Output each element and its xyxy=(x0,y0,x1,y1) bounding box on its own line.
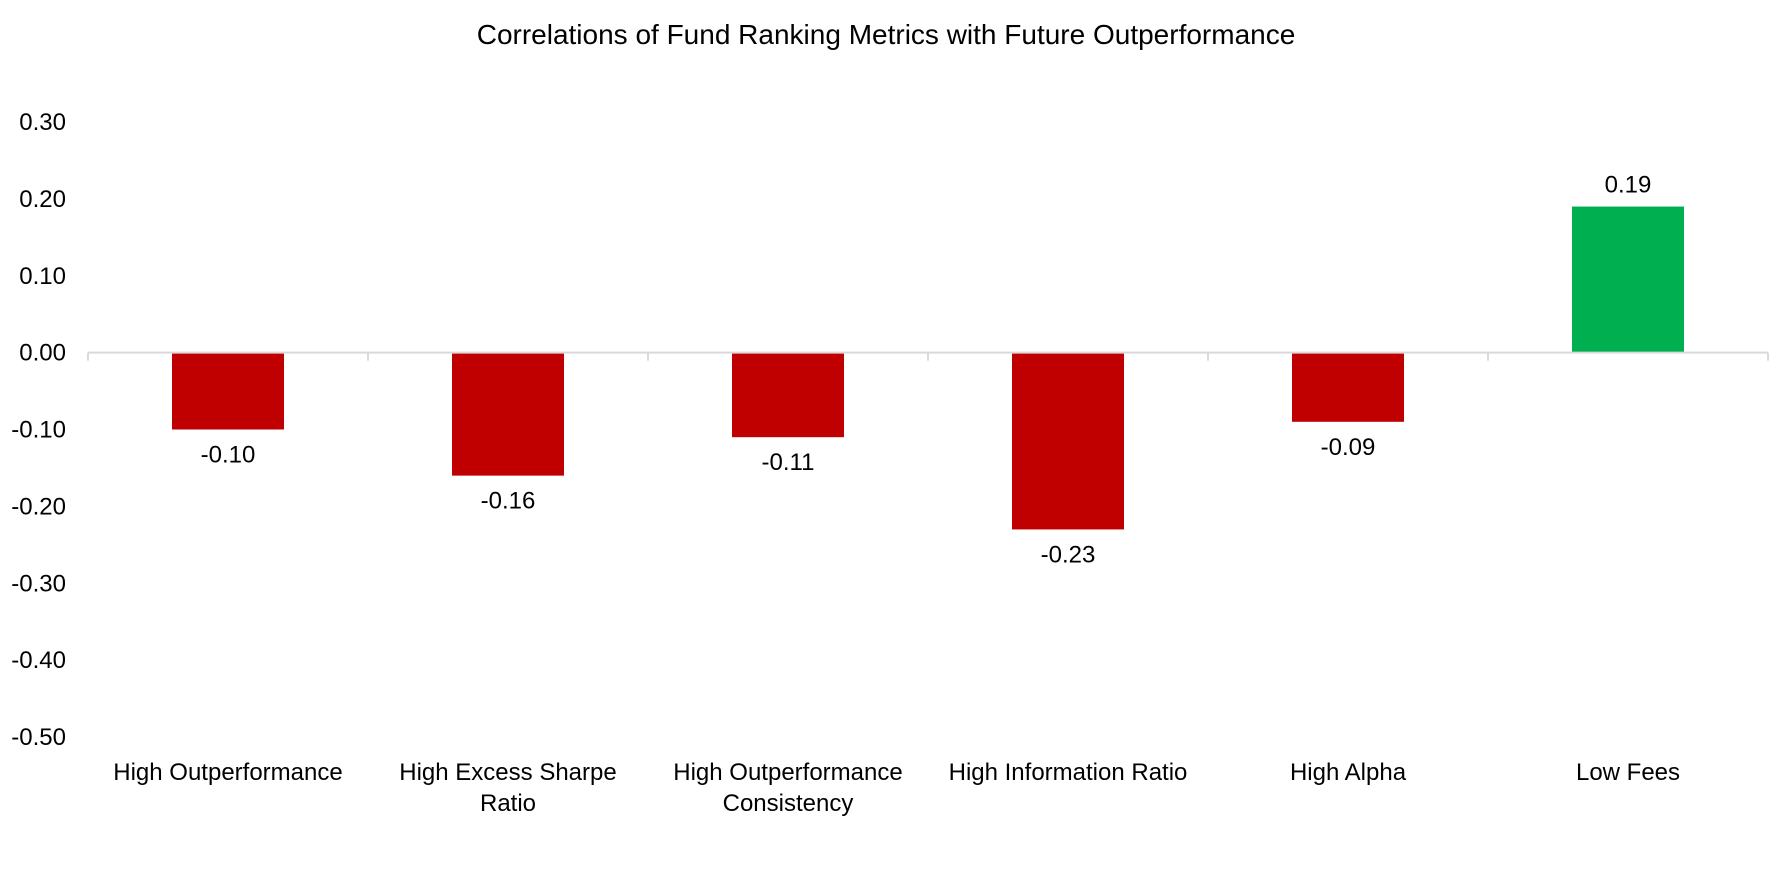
data-label: -0.09 xyxy=(1321,434,1376,461)
x-tick-label: High Alpha xyxy=(1290,759,1407,786)
x-tick-label: High Information Ratio xyxy=(949,759,1188,786)
data-labels: -0.10 -0.16 -0.11 -0.23 -0.09 0.19 xyxy=(201,172,1652,569)
bars xyxy=(172,206,1684,530)
y-tick-label: -0.40 xyxy=(11,647,66,674)
bar xyxy=(732,352,844,438)
bar xyxy=(452,352,564,476)
data-label: -0.10 xyxy=(201,442,256,469)
x-tick-label: High Outperformance xyxy=(113,759,342,786)
y-axis: 0.30 0.20 0.10 0.00 -0.10 -0.20 -0.30 -0.40 -0.5… xyxy=(11,109,66,751)
x-tick-label: Ratio xyxy=(480,790,536,817)
y-tick-label: -0.20 xyxy=(11,493,66,520)
data-label: -0.23 xyxy=(1041,541,1096,568)
y-tick-label: 0.30 xyxy=(19,109,66,136)
x-tick-label: High Excess Sharpe xyxy=(399,759,616,786)
y-tick-label: 0.00 xyxy=(19,340,66,367)
data-label: -0.16 xyxy=(481,488,536,515)
bar xyxy=(172,352,284,430)
x-tick-label: High Outperformance xyxy=(673,759,902,786)
x-tick-label: Low Fees xyxy=(1576,759,1680,786)
y-tick-label: 0.20 xyxy=(19,186,66,213)
data-label: 0.19 xyxy=(1605,172,1652,199)
bar xyxy=(1012,352,1124,530)
x-axis: High Outperformance High Excess Sharpe Rat… xyxy=(87,351,1769,817)
y-tick-label: -0.30 xyxy=(11,570,66,597)
data-label: -0.11 xyxy=(762,449,815,476)
y-tick-label: -0.10 xyxy=(11,417,66,444)
y-tick-label: -0.50 xyxy=(11,724,66,751)
bar xyxy=(1572,206,1684,353)
x-tick-label: Consistency xyxy=(723,790,854,817)
y-tick-label: 0.10 xyxy=(19,263,66,290)
chart-title: Correlations of Fund Ranking Metrics wit… xyxy=(477,19,1296,50)
bar xyxy=(1292,352,1404,422)
